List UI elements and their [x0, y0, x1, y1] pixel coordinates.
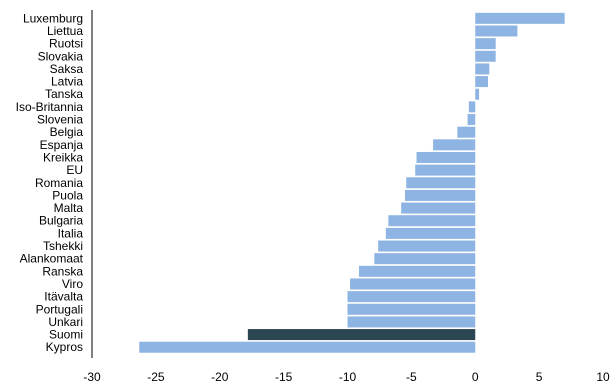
bar-portugali [347, 303, 476, 315]
category-label: Viro [62, 277, 83, 291]
category-label: EU [66, 163, 83, 177]
category-label: Unkari [48, 315, 83, 329]
bar-slovakia [475, 50, 496, 62]
bar-romania [406, 177, 476, 189]
bar-liettua [475, 25, 518, 37]
category-label: Liettua [47, 24, 83, 38]
bar-it-valta [347, 291, 476, 303]
bar-saksa [475, 63, 490, 75]
category-label: Latvia [51, 75, 83, 89]
bar-slovenia [467, 114, 476, 126]
bar-kypros [139, 341, 476, 353]
bar-espanja [433, 139, 476, 151]
category-label: Slovakia [38, 49, 84, 63]
category-label: Itävalta [44, 290, 83, 304]
x-tick-label: -5 [406, 370, 417, 384]
category-label: Alankomaat [20, 252, 84, 266]
x-tick-label: -25 [147, 370, 165, 384]
bar-eu [415, 164, 476, 176]
bar-kreikka [416, 151, 476, 163]
bar-tshekki [378, 240, 476, 252]
category-label: Bulgaria [39, 214, 83, 228]
bars-layer [139, 12, 565, 353]
category-label: Italia [58, 226, 84, 240]
bar-ranska [359, 265, 476, 277]
bar-belgia [457, 126, 476, 138]
bar-bulgaria [388, 215, 476, 227]
category-label: Ruotsi [49, 37, 83, 51]
bar-alankomaat [374, 253, 476, 265]
category-label: Slovenia [37, 113, 83, 127]
category-label: Portugali [36, 302, 83, 316]
category-label: Malta [54, 201, 84, 215]
category-label: Ranska [42, 264, 83, 278]
x-tick-label: -15 [275, 370, 293, 384]
category-label: Iso-Britannia [16, 100, 84, 114]
bar-tanska [475, 88, 480, 100]
bar-luxemburg [475, 12, 565, 24]
x-tick-label: -10 [339, 370, 357, 384]
x-tick-label: 0 [472, 370, 479, 384]
category-label: Tshekki [43, 239, 83, 253]
category-label: Saksa [50, 62, 84, 76]
x-tick-label: -30 [83, 370, 101, 384]
category-label: Kreikka [43, 150, 83, 164]
bar-viro [350, 278, 476, 290]
x-tick-label: 5 [536, 370, 543, 384]
category-label: Suomi [49, 328, 83, 342]
bar-unkari [347, 316, 476, 328]
bar-suomi [247, 329, 476, 341]
bar-puola [404, 189, 476, 201]
category-label: Espanja [40, 138, 84, 152]
category-label: Luxemburg [23, 11, 83, 25]
bar-italia [385, 227, 476, 239]
x-tick-label: 10 [596, 370, 610, 384]
category-label: Tanska [45, 87, 83, 101]
bar-iso-britannia [468, 101, 476, 113]
category-label: Romania [35, 176, 83, 190]
bar-ruotsi [475, 38, 496, 50]
bar-latvia [475, 76, 489, 88]
category-label: Kypros [46, 340, 83, 354]
category-label: Belgia [50, 125, 84, 139]
category-labels: LuxemburgLiettuaRuotsiSlovakiaSaksaLatvi… [16, 11, 84, 354]
bar-malta [401, 202, 476, 214]
category-label: Puola [52, 188, 83, 202]
x-tick-label: -20 [211, 370, 229, 384]
x-tick-labels: -30 -25 -20 -15 -10 -5 0 5 10 [83, 370, 610, 384]
